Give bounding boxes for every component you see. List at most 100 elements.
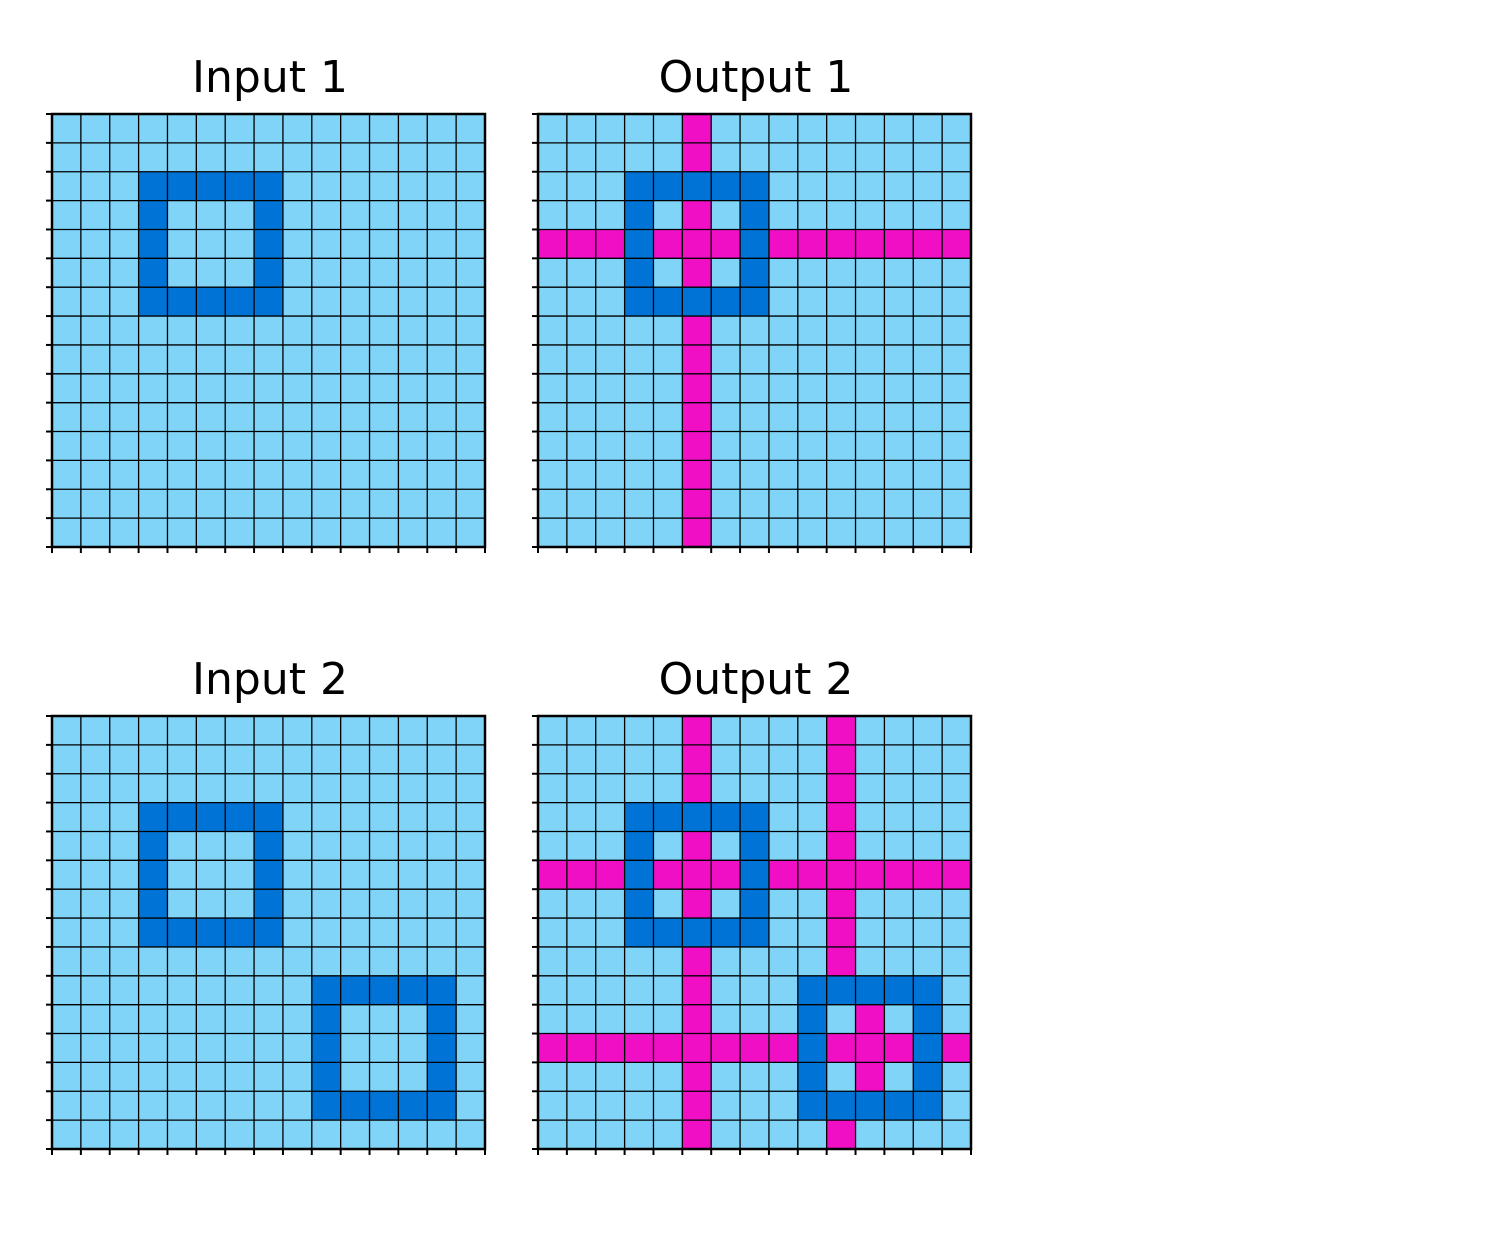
square-cell [427, 1033, 457, 1063]
background-cell [566, 1091, 597, 1121]
background-cell [538, 518, 568, 548]
background-cell [311, 518, 341, 548]
background-cell [52, 860, 82, 890]
background-cell [311, 1120, 341, 1150]
square-cell [254, 287, 284, 317]
background-cell [566, 460, 597, 490]
background-cell [109, 518, 139, 548]
background-cell [398, 258, 428, 288]
background-cell [768, 716, 799, 746]
background-cell [80, 200, 111, 230]
background-cell [913, 373, 943, 403]
line-cell [768, 1033, 799, 1063]
line-cell [595, 860, 625, 890]
background-cell [855, 316, 885, 346]
background-cell [566, 287, 597, 317]
background-cell [167, 460, 197, 490]
background-cell [167, 975, 197, 1005]
background-cell [653, 373, 683, 403]
line-cell [711, 860, 741, 890]
background-cell [225, 518, 255, 548]
line-cell [855, 229, 885, 259]
background-cell [768, 316, 799, 346]
background-cell [740, 344, 770, 375]
background-cell [109, 716, 139, 746]
background-cell [566, 518, 597, 548]
square-cell [311, 975, 341, 1005]
background-cell [282, 460, 313, 490]
background-cell [311, 287, 341, 317]
line-cell [682, 860, 712, 890]
background-cell [797, 946, 827, 977]
background-cell [942, 460, 972, 490]
square-cell [138, 918, 168, 948]
background-cell [624, 1091, 654, 1121]
background-cell [768, 1062, 799, 1092]
background-cell [369, 344, 399, 375]
background-cell [109, 114, 139, 144]
background-cell [340, 1062, 370, 1092]
background-cell [884, 316, 914, 346]
background-cell [427, 200, 457, 230]
background-cell [566, 1062, 597, 1092]
background-cell [311, 171, 341, 201]
background-cell [138, 344, 168, 375]
background-cell [340, 200, 370, 230]
background-cell [254, 1091, 284, 1121]
background-cell [538, 802, 568, 832]
background-cell [167, 773, 197, 803]
background-cell [80, 460, 111, 490]
line-cell [682, 1062, 712, 1092]
background-cell [538, 316, 568, 346]
background-cell [52, 802, 82, 832]
square-cell [138, 860, 168, 890]
background-cell [167, 258, 197, 288]
background-cell [167, 431, 197, 461]
square-cell [740, 287, 770, 317]
background-cell [427, 773, 457, 803]
background-cell [398, 489, 428, 519]
background-cell [653, 744, 683, 775]
line-cell [682, 489, 712, 519]
background-cell [311, 918, 341, 948]
background-cell [624, 1004, 654, 1034]
background-cell [884, 1062, 914, 1092]
background-cell [196, 889, 226, 919]
background-cell [167, 142, 197, 173]
background-cell [913, 142, 943, 173]
background-cell [254, 1033, 284, 1063]
background-cell [52, 460, 82, 490]
background-cell [653, 142, 683, 173]
square-cell [225, 802, 255, 832]
background-cell [138, 142, 168, 173]
background-cell [225, 258, 255, 288]
background-cell [225, 431, 255, 461]
line-cell [682, 975, 712, 1005]
background-cell [653, 402, 683, 432]
square-cell [254, 229, 284, 259]
line-cell [942, 229, 972, 259]
background-cell [398, 744, 428, 775]
square-cell [711, 802, 741, 832]
square-cell [225, 918, 255, 948]
background-cell [456, 1120, 486, 1150]
background-cell [167, 489, 197, 519]
background-cell [538, 773, 568, 803]
square-cell [427, 1004, 457, 1034]
line-cell [566, 860, 597, 890]
line-cell [855, 1033, 885, 1063]
background-cell [369, 142, 399, 173]
background-cell [653, 1062, 683, 1092]
square-cell [653, 918, 683, 948]
background-cell [595, 975, 625, 1005]
background-cell [225, 1120, 255, 1150]
square-cell [682, 287, 712, 317]
background-cell [109, 889, 139, 919]
background-cell [624, 744, 654, 775]
background-cell [826, 287, 856, 317]
background-cell [797, 773, 827, 803]
background-cell [138, 316, 168, 346]
background-cell [855, 142, 885, 173]
background-cell [282, 744, 313, 775]
background-cell [740, 489, 770, 519]
